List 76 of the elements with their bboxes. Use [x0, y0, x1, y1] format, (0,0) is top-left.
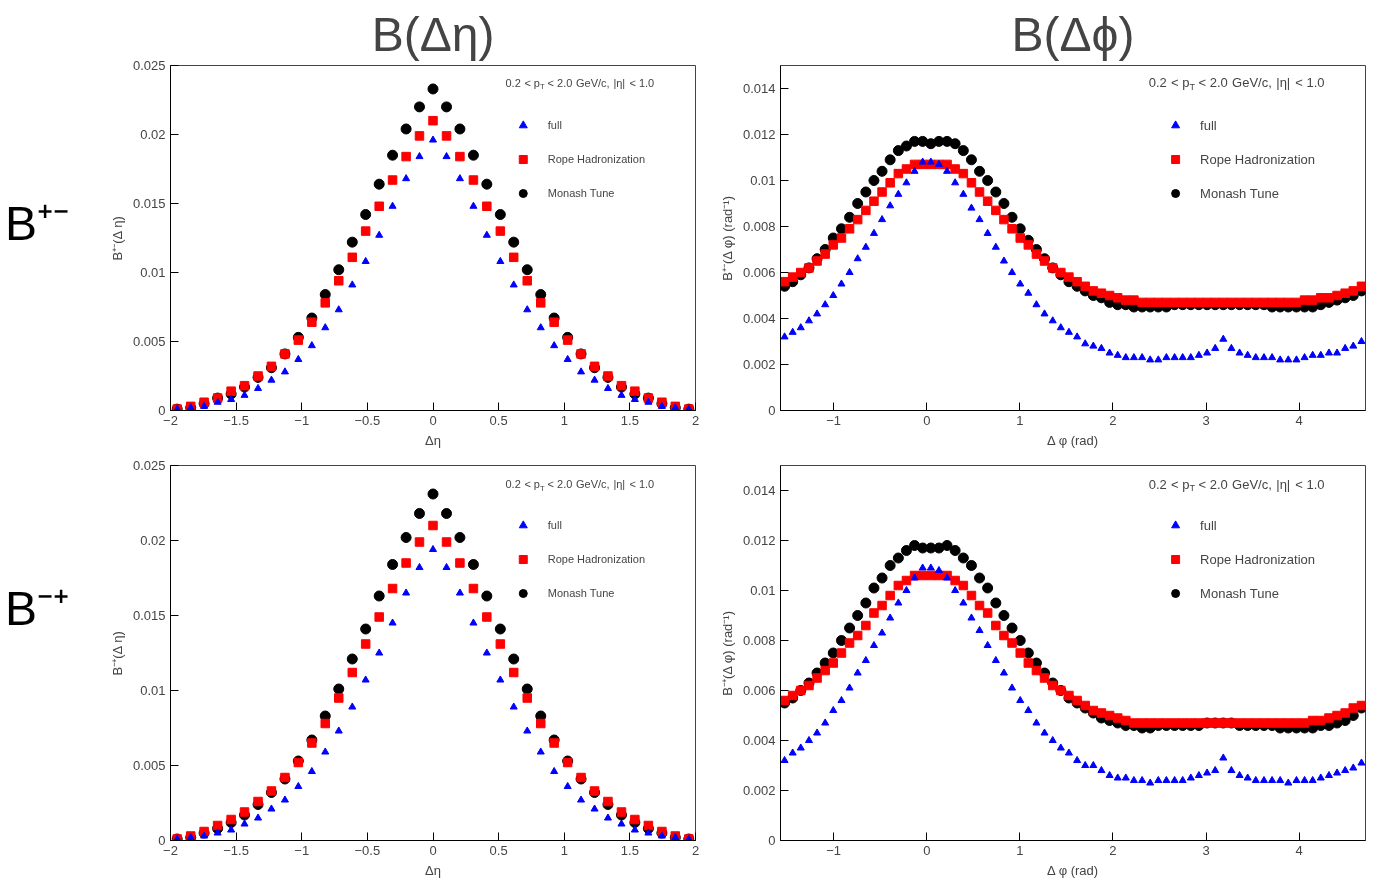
x-tick-label: 1	[1016, 842, 1024, 858]
x-tick-label: 1.5	[620, 412, 639, 428]
y-tick-label: 0.02	[140, 127, 166, 142]
x-tick-label: −1	[826, 842, 842, 858]
x-tick-label: 0	[923, 842, 931, 858]
legend-label: Monash Tune	[1200, 185, 1279, 201]
legend-label: Monash Tune	[547, 587, 615, 599]
y-tick-label: 0.006	[742, 265, 776, 280]
legend-label: Monash Tune	[547, 187, 615, 199]
y-tick-label: 0.004	[742, 311, 776, 326]
legend-label: full	[547, 519, 563, 531]
y-tick-label: 0.01	[750, 173, 776, 188]
x-tick-label: −1	[826, 412, 842, 428]
x-tick-label: 2	[691, 412, 700, 428]
legend-label: Rope Hadronization	[1200, 551, 1315, 567]
x-tick-label: −0.5	[354, 842, 381, 858]
y-tick-label: 0.015	[132, 608, 166, 623]
y-axis-title: B⁺⁻(Δ η)	[109, 216, 125, 261]
y-tick-label: 0.012	[742, 533, 776, 548]
legend-label: full	[547, 119, 563, 131]
y-tick-label: 0.014	[742, 483, 776, 498]
y-tick-label: 0.01	[750, 583, 776, 598]
legend-label: Monash Tune	[1200, 585, 1279, 601]
x-tick-label: 1	[1016, 412, 1024, 428]
legend-label: full	[1200, 517, 1218, 533]
x-tick-label: 0	[923, 412, 931, 428]
x-tick-label: 0	[429, 842, 437, 858]
x-tick-label: −1.5	[223, 412, 249, 428]
x-tick-label: 1	[560, 412, 568, 428]
y-tick-label: 0.008	[742, 633, 776, 648]
x-tick-label: 4	[1295, 412, 1303, 428]
y-tick-label: 0.012	[742, 127, 776, 142]
x-tick-label: 1	[560, 842, 568, 858]
text: B⁻⁺	[5, 581, 70, 637]
y-tick-label: 0.002	[742, 783, 776, 798]
legend-label: Rope Hadronization	[547, 153, 645, 165]
x-tick-label: −1	[294, 412, 310, 428]
y-tick-label: 0.005	[132, 334, 166, 349]
x-axis-title: Δη	[425, 432, 441, 448]
x-tick-label: 1.5	[620, 842, 639, 858]
x-tick-label: 2	[1109, 412, 1117, 428]
y-axis-title: B⁺⁻(Δ φ) (rad⁻¹)	[719, 195, 735, 281]
y-tick-label: 0.025	[132, 458, 166, 473]
x-tick-label: 4	[1295, 842, 1303, 858]
y-axis-title: B⁻⁺(Δ φ) (rad⁻¹)	[719, 610, 735, 696]
x-tick-label: 0.5	[489, 842, 508, 858]
text: B⁺⁻	[5, 196, 70, 252]
chart-title: B(Δη)	[371, 7, 495, 61]
chart-title: B(Δϕ)	[1011, 7, 1135, 61]
legend-label: full	[1200, 117, 1218, 133]
x-tick-label: 2	[1109, 842, 1117, 858]
y-tick-label: 0.008	[742, 219, 776, 234]
x-axis-title: Δ φ (rad)	[1047, 862, 1099, 878]
x-tick-label: 0.5	[489, 412, 508, 428]
y-tick-label: 0.025	[132, 58, 166, 73]
legend-label: Rope Hadronization	[1200, 151, 1315, 167]
x-tick-label: 2	[691, 842, 700, 858]
x-tick-label: −0.5	[354, 412, 381, 428]
y-tick-label: 0.015	[132, 196, 166, 211]
x-tick-label: 3	[1202, 842, 1210, 858]
x-axis-title: Δη	[425, 862, 441, 878]
x-tick-label: −1.5	[223, 842, 249, 858]
x-tick-label: 3	[1202, 412, 1210, 428]
y-tick-label: 0.004	[742, 733, 776, 748]
y-tick-label: 0.014	[742, 81, 776, 96]
x-axis-title: Δ φ (rad)	[1047, 432, 1099, 448]
y-tick-label: 0.005	[132, 758, 166, 773]
y-tick-label: 0.002	[742, 357, 776, 372]
legend-label: Rope Hadronization	[547, 553, 645, 565]
y-tick-label: 0.006	[742, 683, 776, 698]
y-axis-title: B⁻⁺(Δ η)	[109, 631, 125, 676]
x-tick-label: 0	[429, 412, 437, 428]
y-tick-label: 0.02	[140, 533, 166, 548]
y-tick-label: 0.01	[140, 683, 166, 698]
y-tick-label: 0.01	[140, 265, 166, 280]
x-tick-label: −1	[294, 842, 310, 858]
